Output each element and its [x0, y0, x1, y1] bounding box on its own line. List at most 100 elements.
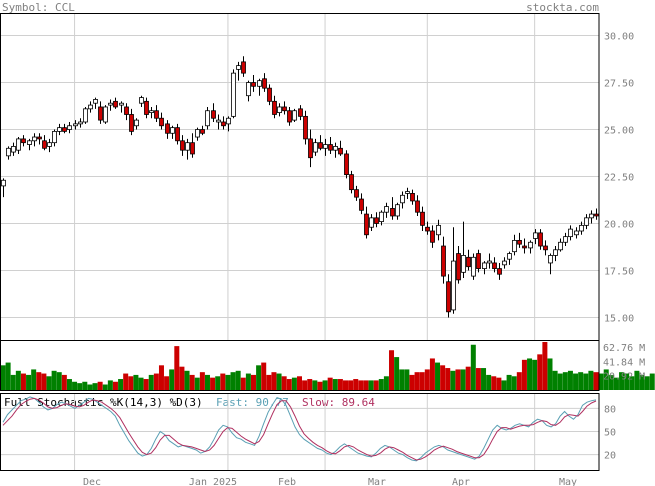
candle	[323, 144, 328, 149]
candle	[333, 146, 338, 151]
volume-bar	[215, 376, 221, 390]
volume-bar	[107, 380, 113, 390]
volume-bar	[210, 377, 216, 390]
candle	[27, 140, 32, 145]
volume-bar	[312, 380, 318, 390]
volume-bar	[521, 359, 527, 390]
volume-bar	[629, 376, 635, 390]
volume-bar	[460, 369, 466, 390]
volume-bar	[583, 373, 589, 390]
symbol-label: Symbol: CCL	[2, 1, 75, 14]
volume-bar	[87, 384, 93, 390]
candle	[6, 147, 11, 157]
volume-bar	[573, 373, 579, 390]
volume-bar	[450, 370, 456, 390]
volume-bar	[368, 380, 374, 390]
volume-bar	[353, 379, 359, 390]
volume-tick-label: 62.76 M	[603, 343, 645, 354]
volume-bar	[491, 376, 497, 390]
volume-bar	[588, 370, 594, 390]
volume-bar	[158, 365, 164, 390]
candle	[175, 127, 180, 142]
candle	[446, 281, 451, 313]
candle	[528, 241, 533, 249]
stochastic-slow-label: Slow: 89.64	[302, 396, 375, 409]
gridlines	[0, 13, 599, 470]
volume-bar	[624, 373, 630, 390]
volume-bar	[256, 365, 262, 390]
candle	[108, 102, 113, 106]
volume-bar	[112, 381, 118, 390]
volume-bar	[276, 373, 282, 390]
candle	[579, 224, 584, 232]
candle	[328, 144, 333, 151]
candle	[420, 211, 425, 226]
price-tick-label: 20.00	[604, 219, 634, 230]
candle	[589, 213, 594, 219]
volume-bar	[332, 379, 338, 390]
volume-bar	[72, 381, 78, 390]
volume-bar	[343, 380, 349, 390]
price-tick-label: 17.50	[604, 266, 634, 277]
candle	[364, 213, 369, 236]
volume-bar	[10, 374, 16, 390]
volume-bar	[189, 374, 195, 390]
candle	[62, 127, 67, 132]
candle	[144, 100, 149, 115]
candle	[379, 211, 384, 223]
volume-bar	[537, 354, 543, 390]
volume-bar	[281, 376, 287, 390]
stochastic-tick-label: 80	[604, 404, 616, 415]
volume-bar	[97, 381, 103, 390]
panel-frame	[0, 393, 600, 471]
candle	[88, 104, 93, 110]
candle	[487, 260, 492, 264]
volume-bar	[598, 373, 604, 390]
volume-bar	[322, 380, 328, 390]
volume-bar	[445, 368, 451, 390]
candle	[543, 245, 548, 251]
candle	[538, 232, 543, 247]
volume-bar	[399, 369, 405, 390]
candle	[359, 198, 364, 211]
candle	[292, 110, 297, 121]
panel-frame	[0, 340, 600, 391]
volume-bar	[404, 369, 410, 390]
volume-bar	[66, 379, 72, 390]
candle	[226, 117, 231, 125]
candle	[195, 129, 200, 138]
volume-bar	[102, 384, 108, 390]
volume-bar	[5, 362, 11, 390]
candle	[103, 106, 108, 123]
x-tick-label: Jan 2025	[189, 477, 237, 486]
candle	[93, 99, 98, 104]
price-tick-label: 25.00	[604, 126, 634, 137]
candle	[395, 204, 400, 217]
candle	[390, 208, 395, 217]
candle	[180, 140, 185, 151]
volume-bar	[486, 374, 492, 390]
volume-bar	[148, 374, 154, 390]
volume-bar	[547, 358, 553, 390]
candle	[37, 136, 42, 140]
volume-bar	[552, 370, 558, 390]
candle	[246, 82, 251, 97]
volume-bars	[0, 342, 655, 390]
volume-bar	[394, 357, 400, 390]
volume-tick-label: 41.84 M	[603, 357, 645, 368]
candle	[308, 138, 313, 159]
volume-bar	[164, 376, 170, 390]
candle	[165, 123, 170, 134]
volume-bar	[128, 376, 134, 390]
candle	[502, 260, 507, 266]
candle	[405, 191, 410, 194]
volume-bar	[261, 362, 267, 390]
candle	[584, 217, 589, 226]
volume-bar	[92, 383, 98, 390]
candle	[170, 127, 175, 134]
candle	[492, 262, 497, 269]
x-tick-label: Feb	[278, 477, 296, 486]
volume-bar	[532, 359, 538, 390]
candle	[430, 230, 435, 243]
candle	[507, 253, 512, 260]
